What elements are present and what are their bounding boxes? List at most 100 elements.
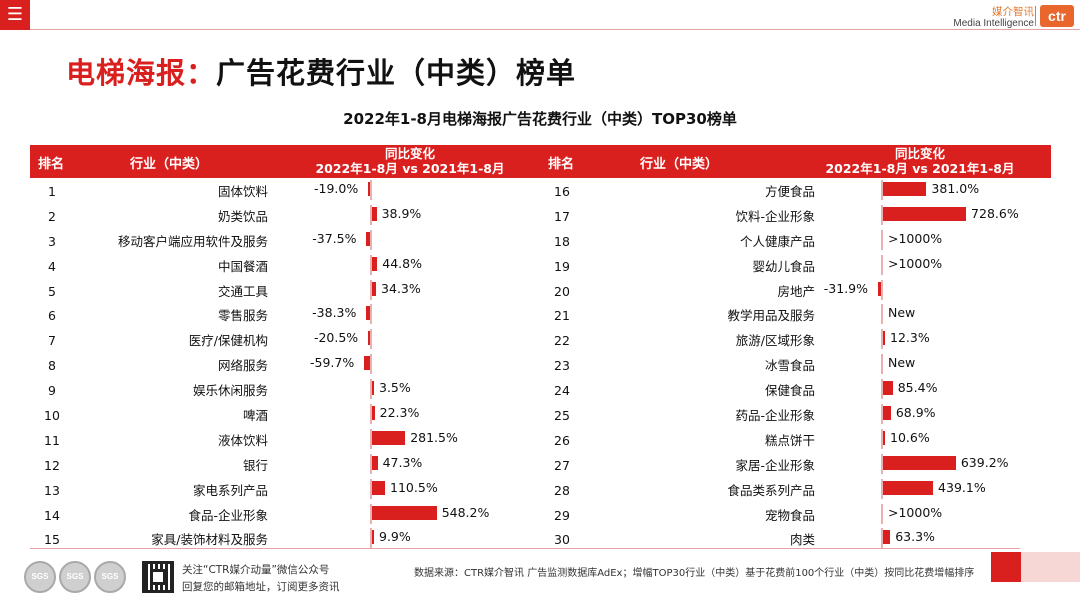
change-value-label: 10.6% [890, 429, 930, 445]
zero-axis [370, 254, 372, 275]
change-bar [883, 530, 891, 545]
brand-cn: 媒介智讯 [992, 6, 1034, 18]
change-bar [367, 331, 370, 346]
change-bar [372, 480, 386, 495]
change-bar [883, 406, 891, 421]
rank-number: 29 [554, 507, 570, 523]
zero-axis [881, 229, 883, 250]
change-value-label: 22.3% [379, 405, 420, 421]
header-change-line1: 同比变化 [384, 146, 435, 161]
table-row: 19 婴幼儿食品 >1000% [540, 253, 1051, 278]
zero-axis [370, 404, 372, 425]
rank-number: 16 [554, 184, 570, 199]
zero-axis [370, 229, 372, 250]
change-bar [883, 331, 885, 346]
ranking-table-right: 排名 行业（中类） 同比变化 2022年1-8月 vs 2021年1-8月 16… [540, 145, 1051, 551]
zero-axis [370, 379, 372, 400]
footer-accent-red [991, 552, 1021, 582]
change-value-label: >1000% [888, 230, 943, 246]
sgs-seal-icon: SGS [94, 561, 126, 593]
table-row: 11 液体饮料 281.5% [30, 427, 540, 452]
zero-axis [881, 354, 883, 375]
change-bar [366, 231, 370, 246]
change-value-label: -19.0% [314, 181, 359, 196]
industry-name: 交通工具 [217, 283, 268, 299]
change-bar [366, 306, 370, 321]
rank-number: 22 [554, 333, 570, 349]
industry-name: 肉类 [789, 532, 815, 548]
rank-number: 30 [554, 532, 570, 548]
change-bar [372, 505, 437, 520]
header-change-line2: 2022年1-8月 vs 2021年1-8月 [315, 161, 505, 176]
change-value-label: 38.9% [381, 205, 422, 221]
industry-name: 移动客户端应用软件及服务 [117, 233, 268, 249]
rank-number: 7 [48, 333, 56, 349]
logo-separator [1035, 6, 1036, 26]
industry-name: 银行 [242, 457, 268, 473]
rank-number: 26 [554, 432, 570, 448]
change-value-label: 639.2% [960, 454, 1009, 470]
zero-axis [370, 503, 372, 524]
table-row: 4 中国餐酒 44.8% [30, 253, 540, 278]
zero-axis [370, 478, 372, 499]
table-row: 23 冰雪食品 New [540, 352, 1051, 377]
industry-name: 保健食品 [764, 383, 815, 399]
zero-axis [881, 528, 883, 549]
industry-name: 娱乐休闲服务 [192, 383, 268, 399]
industry-name: 方便食品 [764, 184, 815, 199]
zero-axis [881, 329, 883, 350]
industry-name: 宠物食品 [764, 507, 815, 523]
industry-name: 饮料-企业形象 [735, 208, 815, 224]
industry-name: 冰雪食品 [764, 358, 815, 374]
chart-title: 2022年1-8月电梯海报广告花费行业（中类）TOP30榜单 [343, 110, 737, 128]
change-value-label: 63.3% [895, 529, 935, 545]
page-title-red: 电梯海报： [66, 56, 217, 90]
page-title: 电梯海报：广告花费行业（中类）榜单 [66, 50, 576, 92]
change-value-label: 439.1% [938, 479, 986, 495]
rank-number: 15 [44, 532, 60, 548]
industry-name: 糕点饼干 [764, 432, 815, 448]
qr-code-center [150, 569, 166, 585]
industry-name: 药品-企业形象 [735, 408, 815, 424]
rank-number: 5 [48, 283, 56, 299]
zero-axis [370, 354, 372, 375]
change-value-label: 381.0% [931, 181, 980, 196]
rank-number: 19 [554, 258, 570, 274]
table-row: 25 药品-企业形象 68.9% [540, 402, 1051, 427]
change-value-label: 44.8% [382, 255, 422, 271]
change-value-label: New [888, 355, 916, 371]
table-row: 1 固体饮料 -19.0% [30, 178, 540, 203]
change-bar [877, 281, 881, 296]
change-value-label: 85.4% [897, 380, 938, 396]
industry-name: 中国餐酒 [217, 258, 268, 274]
rank-number: 23 [554, 358, 570, 374]
zero-axis [881, 453, 883, 474]
table-row: 13 家电系列产品 110.5% [30, 477, 540, 502]
zero-axis [881, 379, 883, 400]
table-row: 17 饮料-企业形象 728.6% [540, 203, 1051, 228]
table-header: 排名 行业（中类） 同比变化 2022年1-8月 vs 2021年1-8月 [30, 145, 540, 178]
rank-number: 14 [44, 507, 60, 523]
rank-number: 28 [554, 482, 570, 498]
table-row: 9 娱乐休闲服务 3.5% [30, 377, 540, 402]
zero-axis [370, 180, 372, 200]
menu-button[interactable]: ☰ [0, 0, 30, 30]
zero-axis [881, 503, 883, 524]
industry-name: 家电系列产品 [192, 482, 268, 498]
change-value-label: -59.7% [310, 355, 355, 371]
change-bar [883, 182, 927, 196]
change-value-label: 34.3% [381, 280, 421, 296]
change-value-label: -38.3% [312, 305, 357, 321]
zero-axis [881, 478, 883, 499]
table-header: 排名 行业（中类） 同比变化 2022年1-8月 vs 2021年1-8月 [540, 145, 1051, 178]
change-value-label: -37.5% [312, 230, 357, 246]
table-row: 26 糕点饼干 10.6% [540, 427, 1051, 452]
change-bar [372, 406, 375, 421]
header-industry: 行业（中类） [130, 157, 209, 172]
change-bar [372, 530, 374, 545]
rank-number: 1 [48, 184, 56, 199]
page-title-black: 广告花费行业（中类）榜单 [216, 56, 577, 90]
sgs-seal-icon: SGS [59, 561, 91, 593]
table-row: 30 肉类 63.3% [540, 526, 1051, 551]
rank-number: 21 [554, 308, 570, 324]
